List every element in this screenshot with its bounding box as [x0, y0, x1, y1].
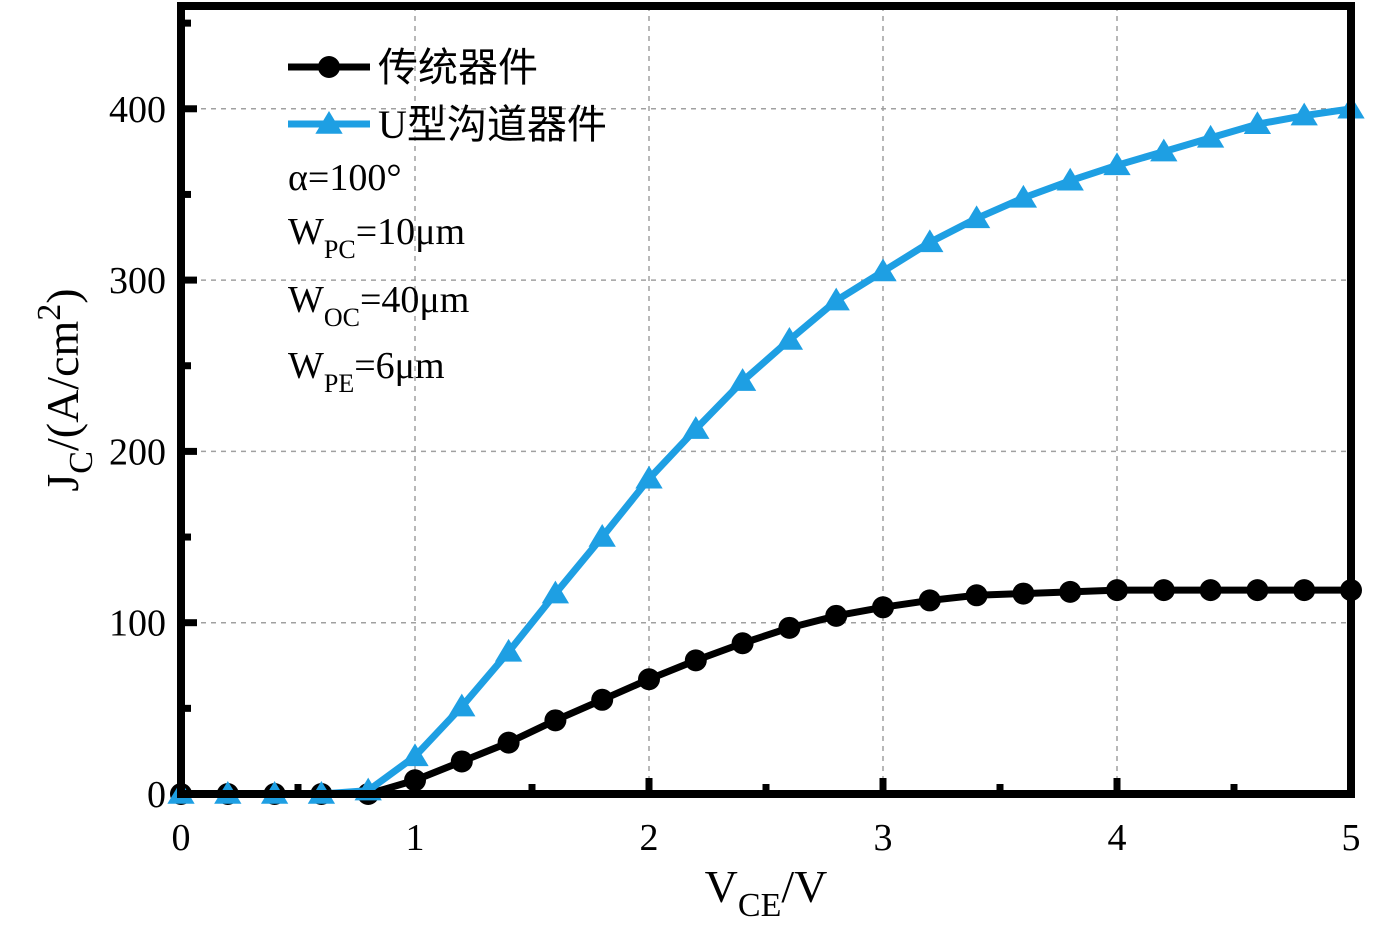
y-axis-title-sup: 2	[31, 304, 68, 321]
legend-item: 传统器件	[288, 45, 538, 90]
data-point	[635, 465, 663, 489]
legend-marker	[318, 56, 340, 78]
y-tick-label: 200	[109, 431, 166, 473]
annotation-text: WPC=10μm	[288, 211, 465, 264]
data-point	[1290, 102, 1318, 126]
y-axis-title-main: J	[37, 474, 88, 492]
y-tick-label: 0	[147, 774, 166, 816]
data-point	[775, 327, 804, 350]
data-point	[1009, 184, 1038, 208]
x-axis-title-main: V	[705, 861, 738, 912]
data-point	[497, 731, 520, 754]
data-point	[728, 368, 757, 391]
y-axis-title-mid: /(A/cm	[37, 321, 88, 452]
x-tick-label: 0	[172, 817, 191, 859]
x-tick-label: 5	[1342, 817, 1361, 859]
data-point	[638, 668, 660, 691]
x-tick-label: 2	[640, 817, 659, 859]
y-axis-title-end: )	[37, 288, 88, 303]
data-point	[1152, 579, 1175, 602]
annotation-text: WPE=6μm	[288, 345, 445, 398]
data-point	[401, 743, 429, 767]
series-1	[170, 579, 1362, 805]
x-axis-title-suffix: /V	[781, 861, 827, 912]
annotations: α=100° WPC=10μm WOC=40μm WPE=6μm	[288, 157, 469, 398]
data-point	[1103, 152, 1131, 176]
data-point	[965, 584, 988, 607]
data-point	[588, 524, 616, 547]
data-point	[682, 416, 710, 439]
legend-label: U型沟道器件	[378, 102, 607, 147]
data-point	[1243, 111, 1272, 134]
y-tick-label: 100	[109, 603, 166, 645]
data-point	[1059, 580, 1082, 603]
data-point	[1012, 582, 1035, 605]
data-point	[918, 589, 941, 612]
y-axis-title-sub: C	[63, 451, 100, 474]
annotation-text: WOC=40μm	[288, 279, 469, 332]
data-point	[684, 649, 707, 672]
x-tick-label: 1	[406, 817, 425, 859]
y-tick-label: 400	[109, 89, 166, 131]
data-point	[1199, 579, 1222, 602]
series-layer	[167, 95, 1365, 805]
grid	[181, 6, 1351, 794]
data-point	[1106, 579, 1128, 602]
data-point	[869, 258, 897, 282]
data-point	[1056, 167, 1084, 191]
legend-item: U型沟道器件	[288, 102, 607, 147]
ticks	[177, 19, 1355, 798]
data-point	[872, 596, 894, 619]
x-tick-label: 4	[1108, 817, 1127, 859]
data-point	[962, 205, 991, 229]
data-point	[541, 580, 570, 604]
x-tick-label: 3	[874, 817, 893, 859]
y-axis-title: JC/(A/cm2)	[31, 288, 100, 491]
data-point	[822, 287, 850, 311]
data-point	[731, 632, 754, 655]
series-2	[167, 95, 1365, 804]
data-point	[1196, 124, 1225, 148]
data-point	[450, 750, 473, 773]
data-point	[1246, 579, 1269, 602]
data-point	[1293, 579, 1316, 602]
data-point	[544, 709, 567, 732]
series-line	[181, 586, 1351, 798]
data-point	[494, 638, 523, 662]
legend-marker	[315, 111, 343, 134]
data-point	[778, 616, 801, 639]
x-axis-title: VCE/V	[705, 861, 828, 924]
legend-label: 传统器件	[378, 45, 538, 90]
y-tick-label: 300	[109, 260, 166, 302]
data-point	[916, 229, 944, 253]
data-point	[1150, 138, 1178, 162]
x-axis-title-sub: CE	[738, 887, 781, 924]
legend: 传统器件 U型沟道器件	[288, 45, 607, 147]
annotation-text: α=100°	[288, 157, 402, 199]
data-point	[591, 688, 614, 711]
data-point	[448, 693, 476, 717]
tick-labels: 0 1 2 3 4 5 0 100 200 300 400	[109, 89, 1361, 859]
data-point	[825, 604, 848, 627]
